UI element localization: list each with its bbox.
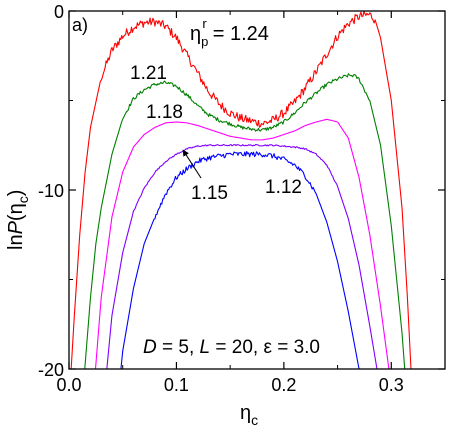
- series-line-112: [120, 150, 360, 369]
- x-tick-label: 0.2: [271, 375, 296, 395]
- parameter-annotation: D = 5, L = 20, ε = 3.0: [143, 337, 320, 358]
- series-label-1-18: 1.18: [146, 102, 183, 123]
- x-tick-label: 0.3: [379, 375, 404, 395]
- series-label-1-12: 1.12: [265, 177, 302, 198]
- plot-frame: [68, 10, 446, 370]
- x-tick-label: 0.1: [164, 375, 189, 395]
- panel-label: a): [72, 15, 88, 35]
- label-arrow: [182, 149, 202, 179]
- x-axis-label: ηc: [240, 402, 258, 428]
- series-label-1-24: ηpr = 1.24: [190, 16, 269, 49]
- y-tick-label: -10: [38, 181, 64, 201]
- series-line-124: [70, 11, 412, 369]
- x-tick-label: 0.0: [56, 375, 81, 395]
- series-label-1-15: 1.15: [191, 183, 228, 204]
- y-axis-label: lnP(ηc): [5, 190, 31, 250]
- series-line-118: [94, 118, 390, 369]
- y-tick-label: 0: [54, 2, 64, 22]
- series-line-121: [84, 73, 406, 369]
- series-line-115: [106, 144, 378, 369]
- y-tick-label: -20: [38, 360, 64, 380]
- series-label-1-21: 1.21: [130, 63, 167, 84]
